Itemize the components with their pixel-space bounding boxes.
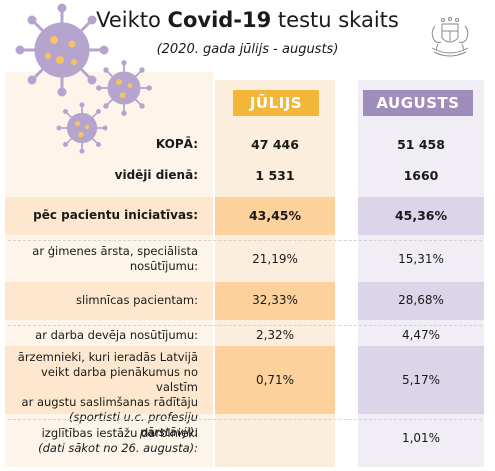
august-doctor-referral: 15,31% bbox=[398, 252, 444, 266]
highlight-band-initiative bbox=[5, 197, 484, 235]
row-label-total: KOPĀ: bbox=[155, 137, 198, 151]
highlight-band-hospital bbox=[5, 282, 484, 320]
august-hospital-patients: 28,68% bbox=[398, 293, 444, 307]
highlight-band-foreigners bbox=[5, 346, 484, 414]
row-divider bbox=[8, 325, 482, 326]
row-divider bbox=[8, 240, 482, 241]
row-label-patient-initiative: pēc pacientu iniciatīvas: bbox=[33, 208, 198, 222]
july-employer-referral: 2,32% bbox=[255, 328, 295, 342]
july-daily-average: 1 531 bbox=[255, 168, 295, 183]
row-label-employer-referral: ar darba devēja nosūtījumu: bbox=[35, 328, 198, 342]
august-total: 51 458 bbox=[397, 137, 445, 152]
july-column-header: JŪLIJS bbox=[233, 90, 319, 116]
row-divider bbox=[8, 419, 482, 420]
august-daily-average: 1660 bbox=[403, 168, 439, 183]
july-patient-initiative: 43,45% bbox=[248, 208, 302, 223]
august-patient-initiative: 45,36% bbox=[394, 208, 448, 223]
row-label-doctor-referral: ar ģimenes ārsta, speciālista nosūtījumu: bbox=[32, 244, 198, 273]
july-total: 47 446 bbox=[251, 137, 299, 152]
august-employer-referral: 4,47% bbox=[401, 328, 441, 342]
august-education-staff: 1,01% bbox=[401, 431, 441, 445]
page-subtitle: (2020. gada jūlijs - augusts) bbox=[156, 42, 339, 57]
row-label-education-staff: izglītības iestāžu darbinieki (dati sākot… bbox=[38, 426, 198, 455]
august-column-header: AUGUSTS bbox=[363, 90, 473, 116]
row-label-hospital-patients: slimnīcas pacientam: bbox=[76, 293, 198, 307]
latvia-coat-of-arms-icon bbox=[431, 17, 469, 57]
july-hospital-patients: 32,33% bbox=[252, 293, 298, 307]
page-title: Veikto Covid-19 testu skaits bbox=[96, 8, 399, 32]
july-doctor-referral: 21,19% bbox=[252, 252, 298, 266]
july-foreign-workers: 0,71% bbox=[255, 373, 295, 387]
virus-illustration bbox=[15, 3, 152, 154]
august-foreign-workers: 5,17% bbox=[401, 373, 441, 387]
row-label-daily-average: vidēji dienā: bbox=[114, 168, 198, 182]
row-label-foreign-workers: ārzemnieki, kuri ieradās Latvijā veikt d… bbox=[17, 350, 198, 439]
